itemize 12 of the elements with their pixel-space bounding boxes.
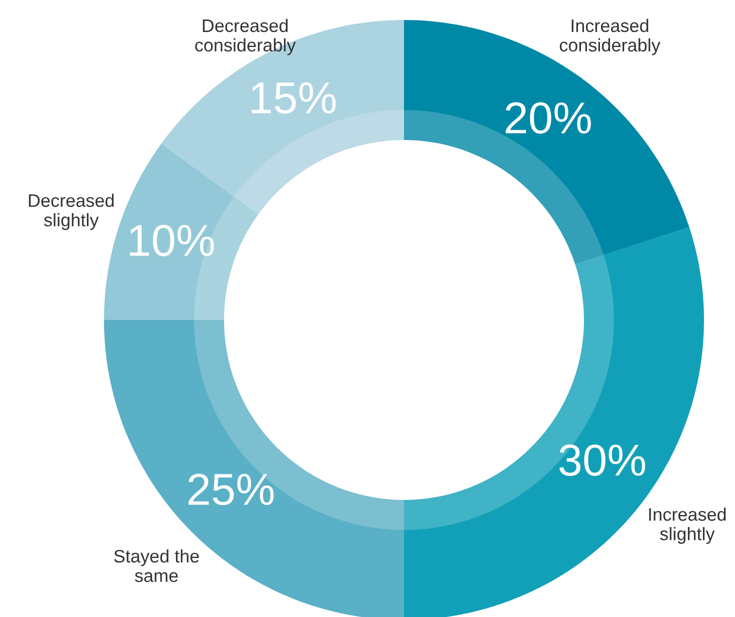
- slice-label: Decreased slightly: [28, 194, 114, 230]
- data-label: 15%: [252, 82, 336, 114]
- data-label: 10%: [130, 224, 214, 256]
- slice-label: Increased slightly: [649, 508, 726, 544]
- donut-slice: [161, 20, 404, 214]
- slice-label: Increased considerably: [560, 18, 660, 56]
- data-label: 30%: [559, 444, 646, 476]
- data-label: 20%: [506, 102, 591, 134]
- data-label: 25%: [188, 474, 274, 506]
- donut-slice: [404, 20, 690, 264]
- slice-label: Stayed the same: [114, 549, 199, 582]
- slice-label: Decreased considerably: [195, 18, 296, 56]
